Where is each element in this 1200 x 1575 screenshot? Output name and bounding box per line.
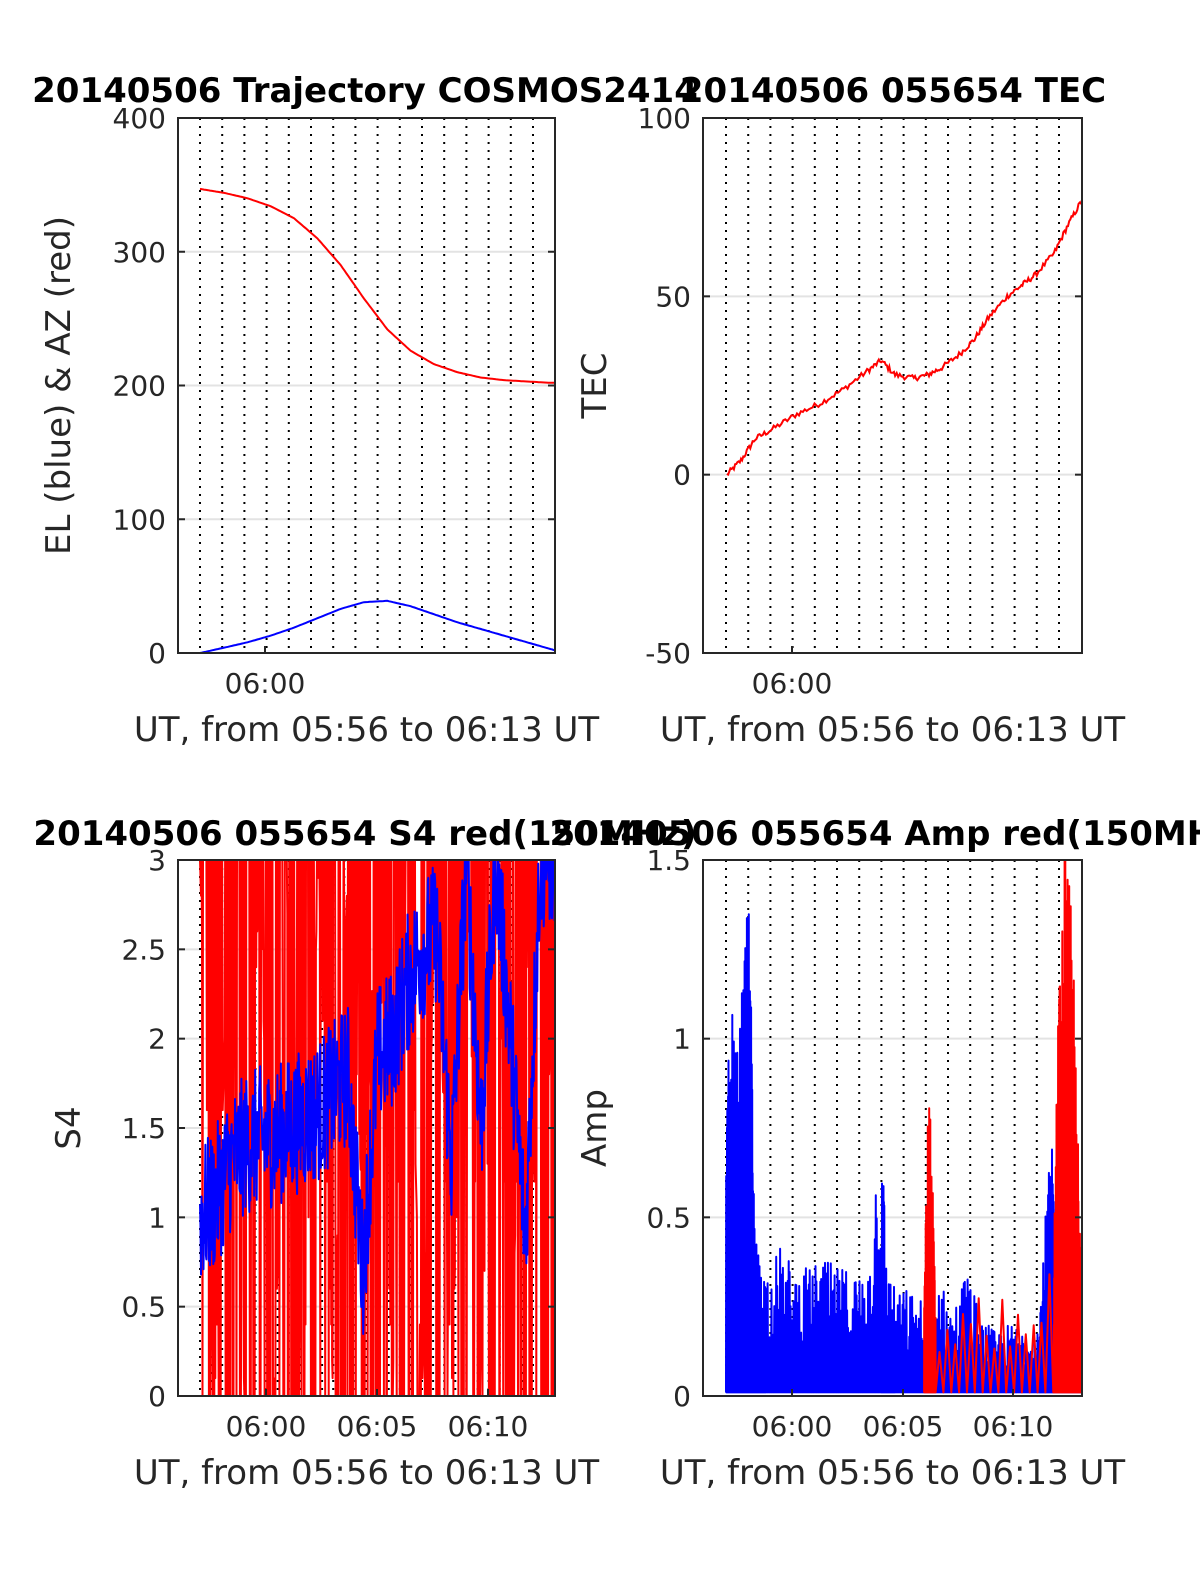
chart-title: 20140506 055654 Amp red(150MHz): [549, 814, 1200, 854]
x-axis-label: UT, from 05:56 to 06:13 UT: [134, 710, 600, 750]
series-line-0: [726, 199, 1083, 477]
y-tick-label: 2: [148, 1023, 166, 1056]
panel-amp: 0 0.5 1 1.5 06:00 06:05 06:10 UT, from 05:56 to…: [549, 814, 1200, 1493]
y-tick-label: 2.5: [121, 933, 166, 966]
y-tick-label: 100: [113, 503, 166, 536]
x-axis-label: UT, from 05:56 to 06:13 UT: [660, 1453, 1126, 1493]
x-tick-label: 06:10: [448, 1410, 529, 1443]
series-line-1: [199, 859, 556, 1335]
y-tick-label: 200: [113, 370, 166, 403]
x-tick-label: 06:00: [226, 1410, 307, 1443]
chart-title: 20140506 Trajectory COSMOS2414: [32, 71, 698, 111]
axes-frame: [702, 859, 1083, 1397]
chart-title: 20140506 055654 S4 red(150MHz): [33, 814, 696, 854]
chart-title: 20140506 055654 TEC: [680, 71, 1106, 111]
y-tick-label: 1.5: [646, 844, 691, 877]
y-tick-label: 3: [148, 844, 166, 877]
y-tick-label: 0: [148, 1380, 166, 1413]
panel-s4: 0 0.5 1 1.5 2 2.5 3 06:00 06:05 06:10 UT, from 05:…: [33, 814, 696, 1493]
x-tick-label: 06:10: [973, 1410, 1054, 1443]
plot-area: [726, 199, 1083, 477]
y-tick-label: 1: [673, 1023, 691, 1056]
x-tick-label: 06:00: [225, 667, 306, 700]
y-tick-label: 0: [673, 1380, 691, 1413]
y-tick-label: 0: [148, 637, 166, 670]
series-line-1: [923, 859, 1083, 1394]
y-tick-label: 400: [113, 102, 166, 135]
series-line-0: [725, 913, 1083, 1394]
y-tick-label: -50: [645, 637, 691, 670]
y-tick-label: 300: [113, 236, 166, 269]
axes-frame: [702, 117, 1083, 654]
x-axis-label: UT, from 05:56 to 06:13 UT: [134, 1453, 600, 1493]
x-tick-label: 06:00: [752, 667, 833, 700]
series-line-1: [199, 599, 556, 654]
y-tick-label: 0: [673, 459, 691, 492]
panel-tec: -50 0 50 100 06:00 UT, from 05:56 to 06:13 UT…: [575, 71, 1125, 750]
x-tick-label: 06:00: [752, 1410, 833, 1443]
y-tick-label: 100: [638, 102, 691, 135]
y-axis-label: S4: [49, 1106, 89, 1149]
x-axis-label: UT, from 05:56 to 06:13 UT: [660, 710, 1126, 750]
series-line-0: [199, 187, 555, 384]
plot-area: [199, 187, 556, 654]
x-tick-label: 06:05: [337, 1410, 418, 1443]
y-tick-label: 1: [148, 1201, 166, 1234]
y-tick-label: 50: [655, 280, 691, 313]
y-axis-label: Amp: [575, 1089, 615, 1167]
y-tick-label: 0.5: [646, 1201, 691, 1234]
panel-trajectory: 0 100 200 300 400 06:00 UT, from 05:56 to 06:1…: [32, 71, 698, 750]
y-axis-label: EL (blue) & AZ (red): [39, 216, 79, 555]
y-axis-label: TEC: [575, 353, 615, 420]
y-tick-label: 1.5: [121, 1112, 166, 1145]
x-tick-label: 06:05: [863, 1410, 944, 1443]
plot-area: [725, 859, 1083, 1394]
y-tick-label: 0.5: [121, 1291, 166, 1324]
